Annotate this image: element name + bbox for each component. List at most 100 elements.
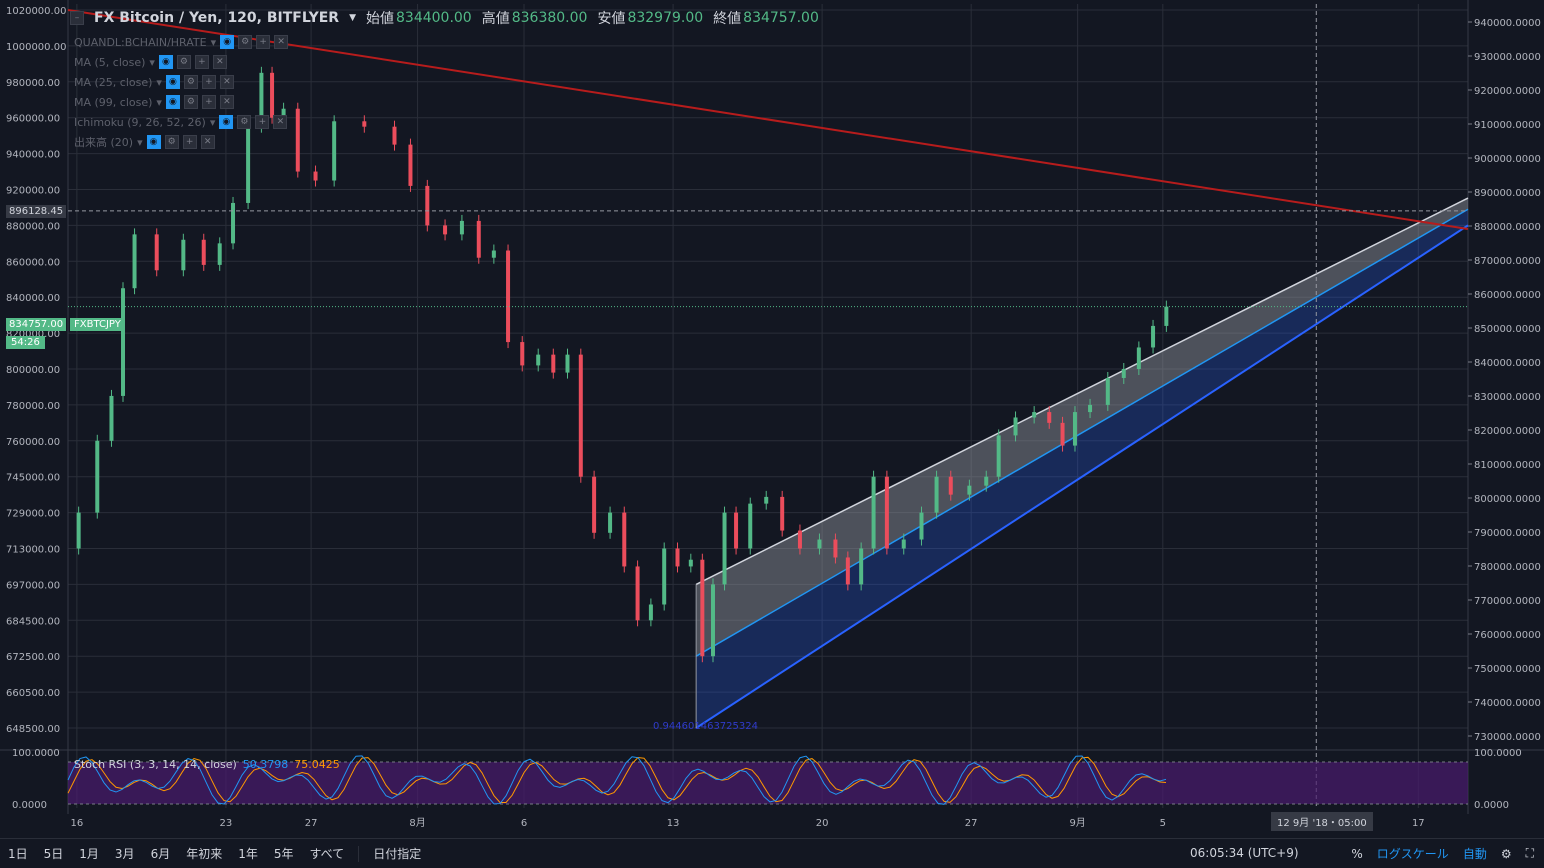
candle [648,604,653,621]
fullscreen-icon[interactable]: ⛶ [1525,846,1534,860]
plus-icon[interactable]: + [201,75,216,89]
plus-icon[interactable]: + [255,115,270,129]
plus-icon[interactable]: + [256,35,271,49]
collapse-icon[interactable]: – [70,11,84,25]
plus-icon[interactable]: + [182,135,197,149]
chevron-down-icon[interactable]: ▾ [209,115,216,129]
chevron-down-icon[interactable]: ▾ [137,135,143,149]
candle [764,496,769,504]
chevron-down-icon[interactable]: ▾ [156,95,162,109]
resistance-line [67,9,1469,230]
candle [919,512,924,540]
candle [506,250,511,343]
tf-1d[interactable]: 1日 [8,847,28,861]
y-tick-label: 672500.00 [6,652,60,663]
candle [722,512,727,585]
x-tick-label: 13 [667,818,680,829]
candle [231,202,236,244]
y-tick-label: 648500.00 [6,724,60,735]
channel-upper-fill [696,198,1468,657]
chevron-down-icon[interactable]: ▾ [149,55,155,69]
percent-toggle[interactable]: % [1351,846,1363,861]
y-tick-label: 930000.0000 [1474,52,1541,63]
y-tick-label: 1020000.00 [6,6,66,17]
log-scale-toggle[interactable]: ログスケール [1376,847,1449,861]
candle [797,530,802,549]
indicator-row[interactable]: MA (5, close) ▾ ◉ ⚙ + ✕ [74,52,288,72]
indicator-label[interactable]: MA (5, close) [74,55,146,69]
indicator-row[interactable]: MA (25, close) ▾ ◉ ⚙ + ✕ [74,72,288,92]
eye-icon[interactable]: ◉ [165,95,180,109]
price-chart[interactable]: 1020000.00 1000000.00 980000.00 960000.00 94… [0,0,1544,838]
gear-icon[interactable]: ⚙ [164,135,179,149]
gear-icon[interactable]: ⚙ [183,75,198,89]
goto-date-button[interactable]: 日付指定 [373,847,422,861]
tf-3m[interactable]: 3月 [114,847,135,861]
indicator-label[interactable]: Ichimoku (9, 26, 52, 26) [74,115,206,129]
indicator-row[interactable]: QUANDL:BCHAIN/HRATE ▾ ◉ ⚙ + ✕ [74,32,289,52]
tf-all[interactable]: すべて [309,847,345,861]
stoch-axis-label: 0.0000 [12,800,47,811]
candle [295,108,300,172]
chevron-down-icon[interactable]: ▾ [156,75,162,89]
tf-1y[interactable]: 1年 [238,847,258,861]
gear-icon[interactable]: ⚙ [237,115,252,129]
eye-icon[interactable]: ◉ [158,55,173,69]
scale-controls: % ログスケール 自動 ⚙ ⛶ [1351,839,1534,868]
tf-5y[interactable]: 5年 [273,847,294,861]
symbol-title[interactable]: FX Bitcoin / Yen, 120, BITFLYER [94,10,340,26]
tf-6m[interactable]: 6月 [150,847,171,861]
indicator-label[interactable]: MA (99, close) [74,95,153,109]
fib-level-label: 0.944601463725324 [653,721,758,732]
indicator-row[interactable]: 出来高 (20) ▾ ◉ ⚙ + ✕ [74,132,288,152]
candle [246,126,251,203]
y-tick-label: 900000.0000 [1474,154,1541,165]
chevron-down-icon[interactable]: ▼ [349,13,356,23]
indicator-label[interactable]: 出来高 (20) [74,136,134,149]
candle [332,121,337,181]
x-tick-label: 5 [1160,818,1166,829]
indicator-row[interactable]: MA (99, close) ▾ ◉ ⚙ + ✕ [74,92,288,112]
tf-ytd[interactable]: 年初来 [186,847,223,861]
indicator-row[interactable]: Ichimoku (9, 26, 52, 26) ▾ ◉ ⚙ + ✕ [74,112,288,132]
close-icon[interactable]: ✕ [200,135,215,149]
chevron-down-icon[interactable]: ▾ [210,35,217,49]
candle [443,225,448,235]
stoch-rsi-label[interactable]: Stoch RSI (3, 3, 14, 14, close) [74,758,237,771]
tf-5d[interactable]: 5日 [43,847,64,861]
gear-icon[interactable]: ⚙ [1500,846,1512,861]
candle [109,395,114,441]
plus-icon[interactable]: + [194,55,209,69]
indicator-label[interactable]: QUANDL:BCHAIN/HRATE [74,35,207,49]
tf-1m[interactable]: 1月 [79,847,99,861]
close-icon[interactable]: ✕ [219,75,234,89]
indicator-label[interactable]: MA (25, close) [74,75,153,89]
clock[interactable]: 06:05:34 (UTC+9) [1190,846,1299,860]
eye-icon[interactable]: ◉ [146,135,161,149]
eye-icon[interactable]: ◉ [165,75,180,89]
y-tick-label: 760000.00 [6,437,60,448]
symbol-tag: FXBTCJPY [70,318,125,331]
close-icon[interactable]: ✕ [219,95,234,109]
eye-icon[interactable]: ◉ [220,35,235,49]
gear-icon[interactable]: ⚙ [176,55,191,69]
auto-scale-toggle[interactable]: 自動 [1462,847,1487,861]
eye-icon[interactable]: ◉ [219,115,234,129]
plus-icon[interactable]: + [201,95,216,109]
gear-icon[interactable]: ⚙ [183,95,198,109]
y-tick-label: 730000.0000 [1474,732,1541,743]
candle [1072,412,1077,446]
candle [313,171,318,181]
y-tick-label: 800000.0000 [1474,494,1541,505]
candle [362,121,367,127]
x-tick-label: 6 [521,818,527,829]
candle [662,548,667,605]
close-icon[interactable]: ✕ [274,35,289,49]
close-icon[interactable]: ✕ [273,115,288,129]
candle [901,539,906,549]
close-icon[interactable]: ✕ [212,55,227,69]
candle [425,185,430,226]
gear-icon[interactable]: ⚙ [238,35,253,49]
candle [259,72,264,127]
